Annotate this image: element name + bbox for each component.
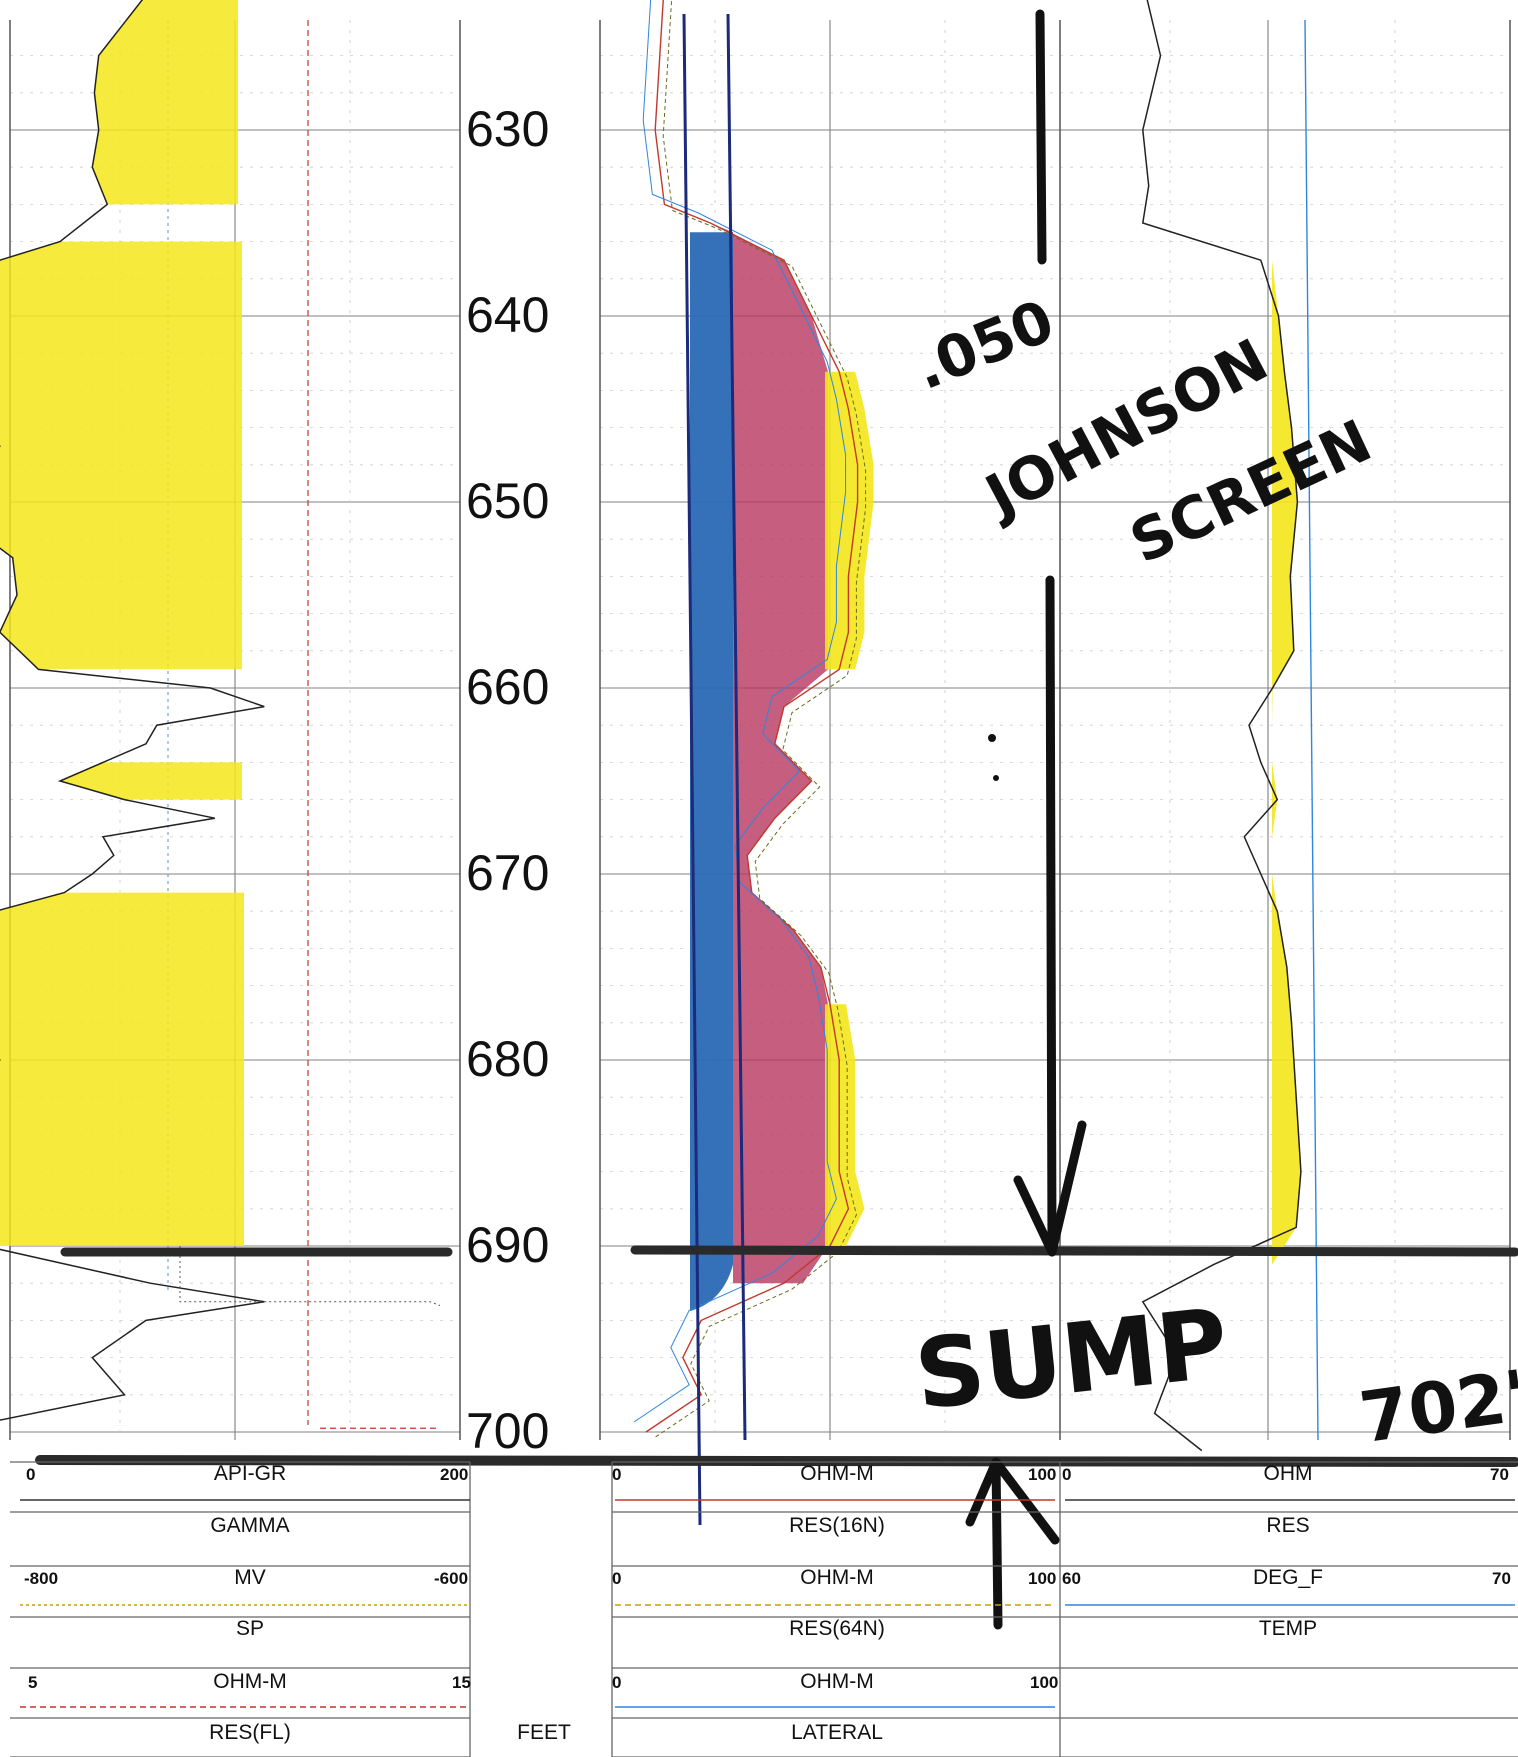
yellow-shading-lower-track2 xyxy=(825,1004,865,1246)
gamma-shading-thin xyxy=(60,762,242,800)
lateral-scale-min: 0 xyxy=(612,1673,622,1692)
depth-tick-label: 690 xyxy=(466,1217,550,1273)
temp-curve-name: TEMP xyxy=(1258,1617,1318,1640)
sp-scale-min: -800 xyxy=(24,1569,59,1588)
markup-layer xyxy=(35,9,1518,1630)
temp-scale-min: 60 xyxy=(1062,1569,1081,1588)
res3-scale-min: 0 xyxy=(1062,1465,1072,1484)
gamma-curve-name: GAMMA xyxy=(210,1514,290,1537)
resfl-curve-name: RES(FL) xyxy=(209,1721,291,1744)
header-layer xyxy=(10,1461,1518,1757)
res64n-curve xyxy=(653,0,867,1439)
lateral-scale-max: 100 xyxy=(1030,1673,1059,1692)
gamma-unit: API-GR xyxy=(213,1462,287,1485)
temp-curve xyxy=(1304,19,1319,1441)
sp-scale-max: -600 xyxy=(434,1569,469,1588)
res-track3-shading xyxy=(1272,260,1301,1293)
resfl-scale-min: 5 xyxy=(28,1673,38,1692)
res16n-scale-min: 0 xyxy=(612,1465,622,1484)
td-arrow-shaft xyxy=(991,1457,1003,1630)
res16n-scale-max: 100 xyxy=(1028,1465,1057,1484)
screen-arrow-shaft xyxy=(1045,575,1057,1250)
depth-tick-label: 640 xyxy=(466,287,550,343)
res16n-curve xyxy=(645,0,859,1433)
casing-line-left xyxy=(682,13,702,1526)
gamma-scale-min: 0 xyxy=(26,1465,36,1484)
res3-scale-max: 70 xyxy=(1490,1465,1509,1484)
res64n-curve-name: RES(64N) xyxy=(789,1617,885,1640)
depth-tick-label: 680 xyxy=(466,1031,550,1087)
sp-unit: MV xyxy=(234,1566,266,1589)
res16n-curve-name: RES(16N) xyxy=(789,1514,885,1537)
resfl-scale-max: 15 xyxy=(452,1673,471,1692)
gamma-curve xyxy=(0,0,265,1421)
depth-tick-label: 670 xyxy=(466,845,550,901)
casing-line-right xyxy=(726,13,747,1441)
screen-top-stroke xyxy=(1035,9,1047,265)
res16n-unit: OHM-M xyxy=(800,1462,874,1485)
lateral-curve-name: LATERAL xyxy=(791,1721,883,1744)
blue-casing-band xyxy=(690,232,733,1312)
depth-tick-label: 700 xyxy=(466,1403,550,1459)
res64n-scale-min: 0 xyxy=(612,1569,622,1588)
gamma-shading-lower xyxy=(0,892,244,1246)
res-track3-curve xyxy=(1141,0,1302,1452)
temp-unit: DEG_F xyxy=(1252,1566,1323,1589)
screen-arrow-head xyxy=(1013,1120,1087,1257)
sp-curve-name: SP xyxy=(235,1617,264,1640)
depth-tick-label: 630 xyxy=(466,101,550,157)
lateral-unit: OHM-M xyxy=(800,1670,874,1693)
resfl-unit: OHM-M xyxy=(213,1670,287,1693)
curves-layer xyxy=(0,0,1319,1526)
gamma-scale-max: 200 xyxy=(440,1465,469,1484)
depth-tick-label: 660 xyxy=(466,659,550,715)
res64n-unit: OHM-M xyxy=(800,1566,874,1589)
ink-speck xyxy=(993,775,999,781)
gamma-shading-upper xyxy=(92,0,238,205)
res64n-scale-max: 100 xyxy=(1028,1569,1057,1588)
res3-unit: OHM xyxy=(1263,1462,1313,1485)
screen-bottom-line-right xyxy=(630,1245,1518,1257)
sp-curve xyxy=(179,1246,441,1306)
shading-layer xyxy=(0,0,1301,1312)
ink-speck xyxy=(988,734,996,742)
temp-scale-max: 70 xyxy=(1492,1569,1511,1588)
depth-unit-label: FEET xyxy=(517,1721,571,1744)
gamma-shading-main xyxy=(0,241,242,670)
res3-curve-name: RES xyxy=(1266,1514,1310,1537)
lateral-curve xyxy=(633,0,847,1423)
depth-tick-label: 650 xyxy=(466,473,550,529)
yellow-shading-upper-track2 xyxy=(825,371,874,670)
